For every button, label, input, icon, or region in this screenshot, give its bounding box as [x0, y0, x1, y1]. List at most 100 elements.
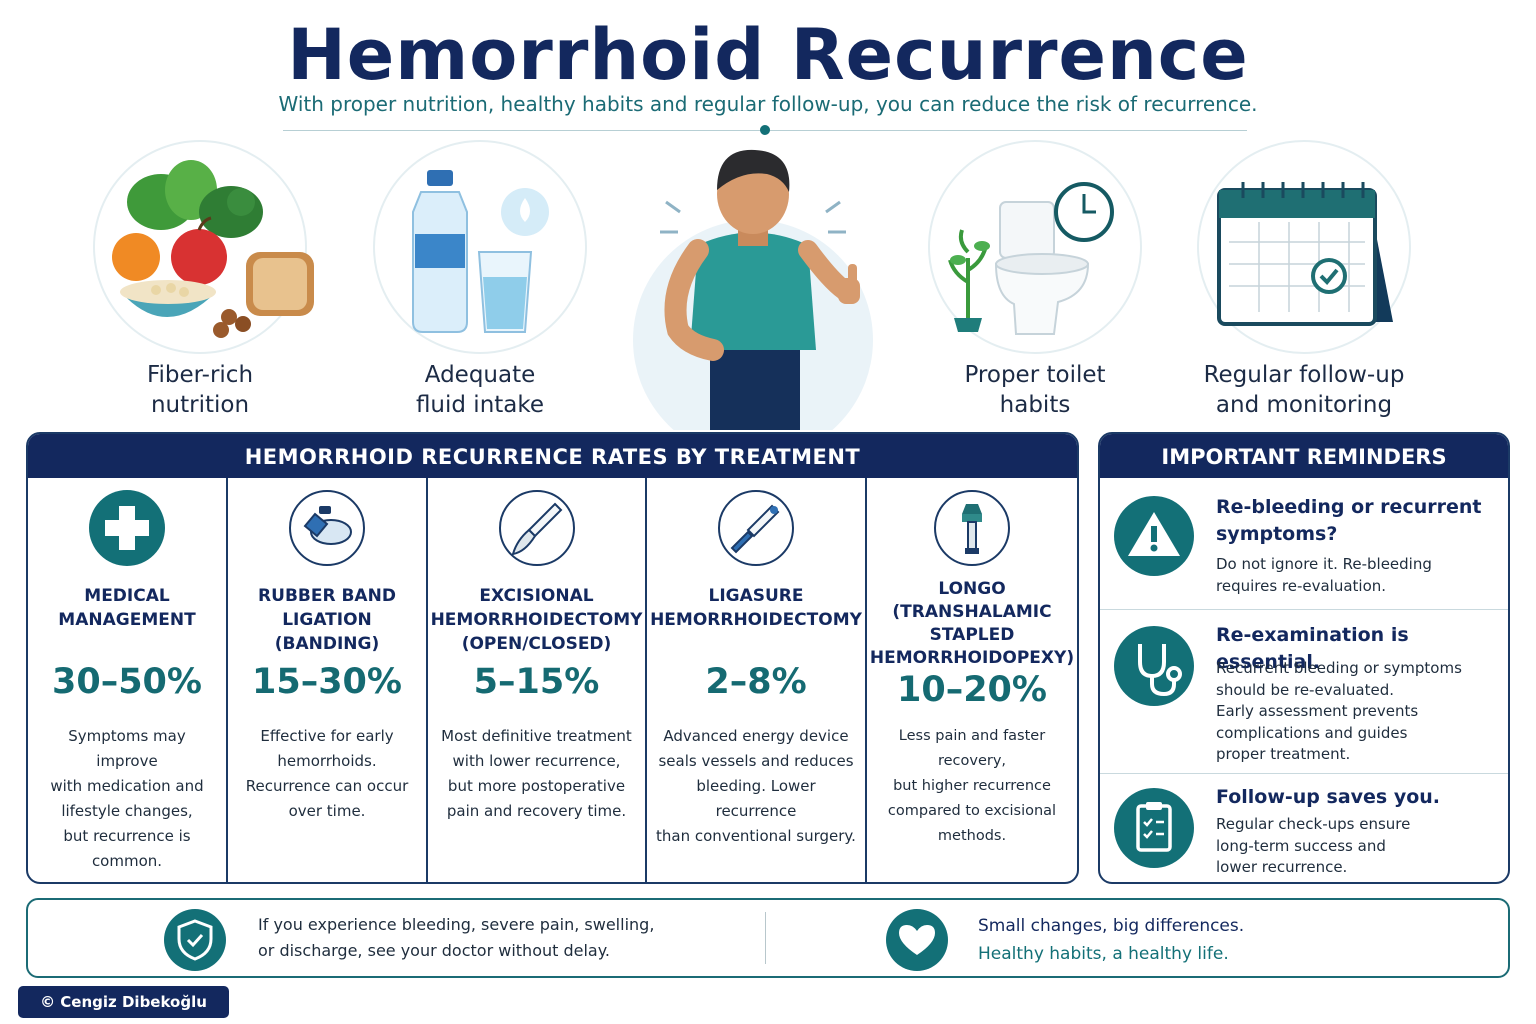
- reminder-followup-text-2: long-term success and: [1216, 836, 1386, 855]
- treatment-ligasure-name-2: HEMORRHOIDECTOMY: [650, 610, 862, 630]
- habit-fiber-label-2: nutrition: [150, 392, 250, 418]
- treatment-banding-name-3: (BANDING): [274, 634, 380, 654]
- treatment-longo-name-4: HEMORRHOIDOPEXY): [869, 648, 1075, 668]
- treatment-banding-desc-4: over time.: [288, 802, 366, 820]
- reminder-rebleeding-text-1: Do not ignore it. Re-bleeding: [1216, 555, 1432, 573]
- banner-separator: [765, 912, 766, 964]
- habit-fiber-circle: [93, 140, 314, 354]
- treatment-medical-desc-2: with medication and: [50, 777, 204, 795]
- treatment-banding-desc-3: Recurrence can occur: [245, 777, 409, 795]
- shield-check-icon: [164, 909, 226, 971]
- treatment-excisional-name-3: (OPEN/CLOSED): [461, 634, 612, 654]
- treatment-ligasure-rate: 2–8%: [705, 662, 807, 702]
- treatment-banding: RUBBER BAND LIGATION (BANDING) 15–30% Ef…: [228, 478, 428, 882]
- treatment-medical-name-2: MANAGEMENT: [58, 610, 196, 630]
- habit-fluid: Adequate fluid intake: [360, 140, 600, 420]
- treatment-panel-heading: HEMORRHOID RECURRENCE RATES BY TREATMENT: [28, 434, 1077, 478]
- page-title: Hemorrhoid Recurrence: [287, 14, 1249, 96]
- treatment-banding-desc-2: hemorrhoids.: [277, 752, 377, 770]
- heart-icon: [886, 909, 948, 971]
- reminder-reexam: Re-examination is essential. Recurrent b…: [1100, 610, 1508, 774]
- reminders-heading: IMPORTANT REMINDERS: [1100, 434, 1508, 478]
- treatment-banding-desc-1: Effective for early: [260, 727, 394, 745]
- page-subtitle: With proper nutrition, healthy habits an…: [278, 92, 1258, 116]
- habit-followup-circle: [1197, 140, 1411, 354]
- treatment-excisional-name-1: EXCISIONAL: [479, 586, 594, 606]
- reminder-followup-text-1: Regular check-ups ensure: [1216, 815, 1411, 833]
- habit-fluid-label-1: Adequate: [424, 362, 536, 388]
- stethoscope-icon: [1114, 626, 1194, 706]
- treatment-ligasure: LIGASURE HEMORRHOIDECTOMY 2–8% Advanced …: [647, 478, 867, 882]
- thumbs-up-man-icon: [633, 149, 873, 460]
- habit-toilet-label-1: Proper toilet: [964, 362, 1106, 388]
- reminder-rebleeding-title-2: symptoms?: [1216, 523, 1338, 545]
- habit-toilet: Proper toilet habits: [915, 140, 1155, 420]
- treatment-ligasure-desc-1: Advanced energy device: [663, 727, 849, 745]
- clipboard-checklist-icon: [1114, 788, 1194, 868]
- vegetables-fruit-bread-icon: [112, 160, 314, 338]
- habit-followup: Regular follow-up and monitoring: [1184, 140, 1424, 420]
- treatment-medical-desc-5: common.: [91, 852, 163, 870]
- stapler-icon: [934, 490, 1010, 566]
- treatment-excisional: EXCISIONAL HEMORRHOIDECTOMY (OPEN/CLOSED…: [428, 478, 647, 882]
- treatment-longo-rate: 10–20%: [897, 670, 1047, 710]
- treatment-excisional-desc-1: Most definitive treatment: [441, 727, 632, 745]
- treatment-banding-name-1: RUBBER BAND: [258, 586, 396, 606]
- banner-warning-line-2: or discharge, see your doctor without de…: [258, 941, 610, 960]
- reminder-reexam-text-1: Recurrent bleeding or symptoms: [1216, 659, 1462, 677]
- treatment-longo-name-2: (TRANSHALAMIC: [892, 602, 1052, 622]
- reminder-reexam-title: Re-examination is essential.: [1216, 624, 1409, 673]
- treatment-longo-desc-2: but higher recurrence: [893, 778, 1051, 794]
- hero-man-illustration: [628, 140, 878, 460]
- treatment-excisional-desc-2: with lower recurrence,: [452, 752, 621, 770]
- habit-toilet-label-2: habits: [999, 392, 1071, 418]
- treatment-panel: HEMORRHOID RECURRENCE RATES BY TREATMENT…: [26, 432, 1079, 884]
- treatment-excisional-desc-4: pain and recovery time.: [446, 802, 627, 820]
- banner-warning-line-1: If you experience bleeding, severe pain,…: [258, 915, 655, 934]
- treatment-medical-desc-1: Symptoms may improve: [68, 727, 186, 770]
- treatment-ligasure-name-1: LIGASURE: [708, 586, 804, 606]
- rubber-band-icon: [289, 490, 365, 566]
- reminder-reexam-text-3: Early assessment prevents: [1216, 702, 1419, 720]
- calendar-check-icon: [1217, 182, 1393, 326]
- habit-fluid-circle: [373, 140, 587, 354]
- treatment-longo-desc-1: Less pain and faster recovery,: [898, 728, 1046, 769]
- treatment-longo-name-1: LONGO: [938, 579, 1006, 599]
- reminders-panel: IMPORTANT REMINDERS Re-bleeding or recur…: [1098, 432, 1510, 884]
- warning-icon: [1114, 496, 1194, 576]
- reminder-reexam-text-4: complications and guides: [1216, 723, 1408, 742]
- treatment-longo-desc-3: compared to excisional: [887, 803, 1057, 819]
- energy-device-icon: [718, 490, 794, 566]
- reminder-followup-text-3: lower recurrence.: [1216, 858, 1348, 876]
- reminder-reexam-text-5: proper treatment.: [1216, 745, 1351, 763]
- scalpel-icon: [498, 490, 575, 566]
- treatment-medical-rate: 30–50%: [52, 662, 202, 702]
- treatment-ligasure-desc-2: seals vessels and reduces: [658, 752, 854, 770]
- habit-followup-label-1: Regular follow-up: [1203, 362, 1405, 388]
- treatment-longo-desc-4: methods.: [937, 828, 1007, 844]
- header-divider-dot: [760, 125, 770, 135]
- reminder-reexam-text-2: should be re-evaluated.: [1216, 680, 1395, 699]
- treatment-medical-desc-4: but recurrence is: [63, 827, 191, 845]
- treatment-excisional-name-2: HEMORRHOIDECTOMY: [430, 610, 643, 630]
- reminder-rebleeding: Re-bleeding or recurrent symptoms? Do no…: [1100, 478, 1508, 610]
- treatment-excisional-rate: 5–15%: [473, 662, 600, 702]
- habit-followup-label-2: and monitoring: [1215, 392, 1393, 418]
- treatment-medical-name-1: MEDICAL: [84, 586, 170, 606]
- treatment-ligasure-desc-3: bleeding. Lower recurrence: [696, 777, 816, 820]
- medical-cross-icon: [89, 490, 165, 566]
- treatment-longo: LONGO (TRANSHALAMIC STAPLED HEMORRHOIDOP…: [867, 478, 1077, 882]
- copyright-badge: © Cengiz Dibekoğlu: [18, 986, 229, 1018]
- reminder-followup-title: Follow-up saves you.: [1216, 786, 1441, 808]
- habit-fluid-label-2: fluid intake: [415, 392, 545, 418]
- treatment-medical-desc-3: lifestyle changes,: [61, 802, 193, 820]
- reminder-rebleeding-title-1: Re-bleeding or recurrent: [1216, 496, 1482, 518]
- treatment-longo-name-3: STAPLED: [929, 625, 1015, 645]
- habit-fiber: Fiber-rich nutrition: [80, 140, 320, 420]
- treatment-banding-name-2: LIGATION: [282, 610, 372, 630]
- habit-toilet-circle: [928, 140, 1142, 354]
- banner-slogan-line-1: Small changes, big differences.: [978, 916, 1245, 936]
- treatment-medical: MEDICAL MANAGEMENT 30–50% Symptoms may i…: [28, 478, 228, 882]
- reminder-rebleeding-text-2: requires re-evaluation.: [1216, 576, 1387, 595]
- reminder-followup: Follow-up saves you. Regular check-ups e…: [1100, 774, 1508, 882]
